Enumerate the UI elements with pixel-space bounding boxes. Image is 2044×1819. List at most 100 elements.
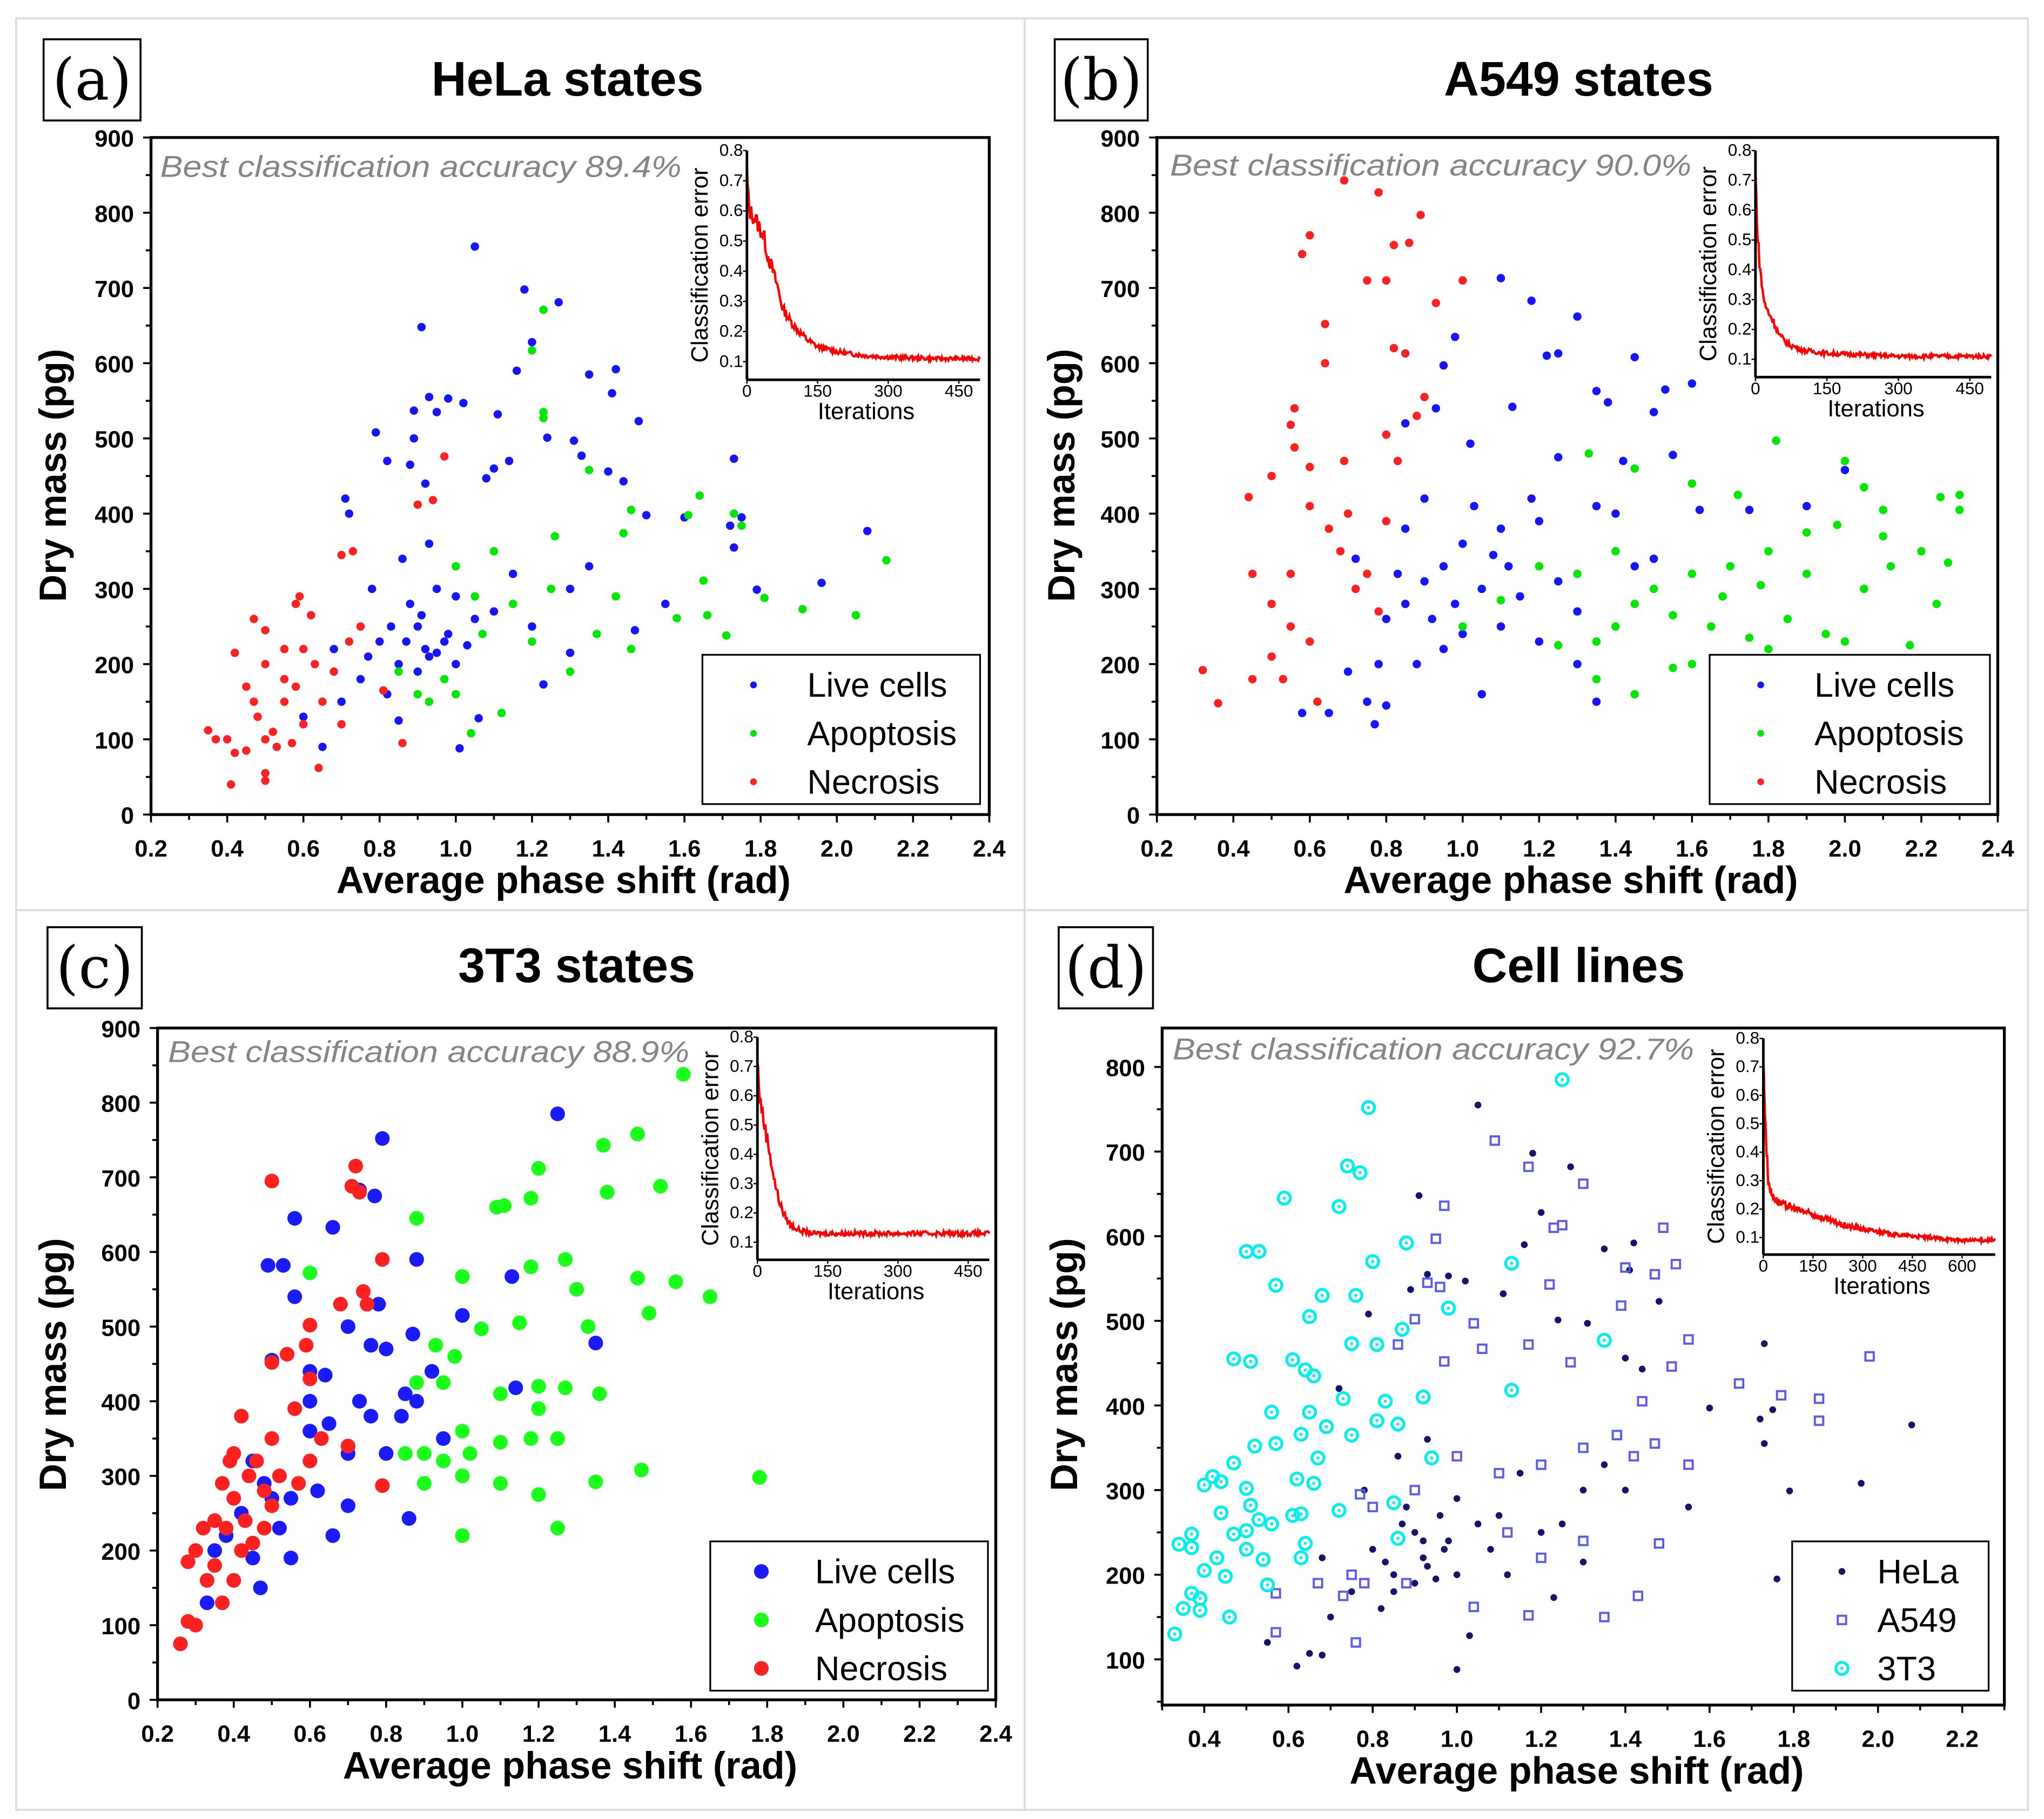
panel-label-box (42, 38, 142, 122)
data-point (1496, 274, 1505, 282)
data-point (1649, 584, 1658, 594)
data-point (1420, 1554, 1427, 1561)
data-point (234, 1409, 249, 1424)
data-point (250, 615, 258, 623)
data-point (367, 1188, 382, 1203)
data-point (245, 1535, 260, 1551)
x-tick-label: 0.4 (211, 836, 244, 862)
data-point (630, 1127, 646, 1142)
data-point (752, 585, 761, 594)
data-point (1302, 1309, 1317, 1324)
data-point (1860, 584, 1868, 594)
data-point (584, 370, 594, 379)
data-point (508, 1380, 523, 1396)
data-point (257, 1483, 272, 1498)
y-tick-label: 500 (95, 427, 134, 453)
data-point (413, 500, 422, 509)
data-point (1332, 1199, 1347, 1214)
x-tick-label: 1.6 (1676, 836, 1709, 862)
legend-marker (1834, 1661, 1850, 1676)
data-point (1932, 599, 1941, 608)
inset-y-title: Classification error (687, 167, 713, 362)
data-point (1578, 1535, 1589, 1546)
data-point (1306, 502, 1314, 510)
data-point (1367, 1501, 1378, 1513)
chart-title: 3T3 states (458, 939, 695, 993)
data-point (1306, 1650, 1313, 1657)
data-point (512, 1315, 527, 1330)
data-point (1537, 1529, 1545, 1536)
legend-marker (750, 730, 757, 737)
data-point (1474, 1520, 1482, 1528)
data-point (1599, 1612, 1610, 1622)
data-point (1297, 250, 1307, 259)
data-point (302, 1265, 318, 1281)
data-point (1597, 1332, 1612, 1348)
data-point (1554, 641, 1563, 650)
data-point (634, 416, 643, 426)
data-point (1243, 1498, 1258, 1513)
data-point (489, 464, 499, 473)
data-point (1306, 1476, 1321, 1491)
data-point (1351, 554, 1360, 563)
data-point (531, 1487, 546, 1502)
data-point (264, 1174, 279, 1189)
data-point (1439, 1356, 1450, 1367)
panel-b: (b) A549 states 0.2 0.4 0.6 0.8 1.0 1.2 1.4 1.6 1.… (1040, 38, 2015, 901)
legend: Live cells Apoptosis Necrosis (1709, 654, 1991, 805)
data-point (566, 667, 575, 676)
inset-y-tick-label: 0.3 (1728, 289, 1752, 309)
data-point (1496, 622, 1505, 631)
data-point (547, 584, 555, 594)
data-point (1592, 675, 1601, 684)
y-tick-label: 600 (1100, 351, 1140, 378)
data-point (416, 1476, 432, 1491)
data-point (1382, 517, 1391, 526)
data-point (1611, 547, 1620, 556)
data-point (272, 1468, 287, 1484)
accuracy-annotation: Best classification accuracy 90.0% (1170, 149, 1691, 182)
inset-y-tick-label: 0.4 (720, 261, 743, 280)
data-point (634, 1463, 649, 1478)
x-tick-label: 0.6 (1272, 1726, 1305, 1753)
data-point (489, 547, 499, 556)
panel-label-box (1058, 926, 1154, 1009)
x-tick-label: 0.4 (217, 1721, 250, 1747)
data-point (1389, 343, 1398, 353)
inset-y-tick-label: 0.7 (1736, 1056, 1759, 1076)
data-point (1523, 1339, 1534, 1350)
data-point (1167, 1626, 1182, 1642)
data-point (307, 611, 315, 619)
data-point (676, 1067, 691, 1082)
data-point (1944, 558, 1953, 567)
data-point (1760, 1340, 1768, 1348)
data-point (398, 1386, 413, 1402)
data-point (417, 611, 426, 619)
inset-y-tick-label: 0.3 (720, 291, 743, 311)
y-tick-label: 200 (101, 1539, 140, 1565)
data-point (467, 729, 475, 738)
data-point (455, 1269, 470, 1284)
data-point (1415, 1192, 1423, 1200)
data-point (401, 1511, 416, 1526)
panels: (a) HeLa states 0.2 0.4 0.6 0.8 1.0 1.2 1.4 1.6 1.… (31, 38, 2015, 1792)
data-point (375, 1131, 390, 1146)
legend-label: Apoptosis (1814, 715, 1964, 753)
series-necrosis (173, 1158, 390, 1652)
x-tick-label: 2.4 (973, 836, 1006, 862)
data-point (1332, 1503, 1347, 1518)
data-point (668, 1274, 683, 1289)
data-point (409, 434, 419, 443)
data-point (1264, 1516, 1279, 1532)
data-point (722, 631, 731, 640)
data-point (1184, 1540, 1199, 1555)
data-point (394, 1409, 409, 1424)
chart-title: Cell lines (1473, 939, 1685, 993)
data-point (261, 735, 270, 744)
data-point (1336, 547, 1345, 556)
data-point (375, 637, 384, 646)
data-point (1840, 456, 1850, 466)
data-point (1523, 1161, 1534, 1173)
data-point (725, 521, 735, 530)
data-point (1289, 1471, 1305, 1487)
